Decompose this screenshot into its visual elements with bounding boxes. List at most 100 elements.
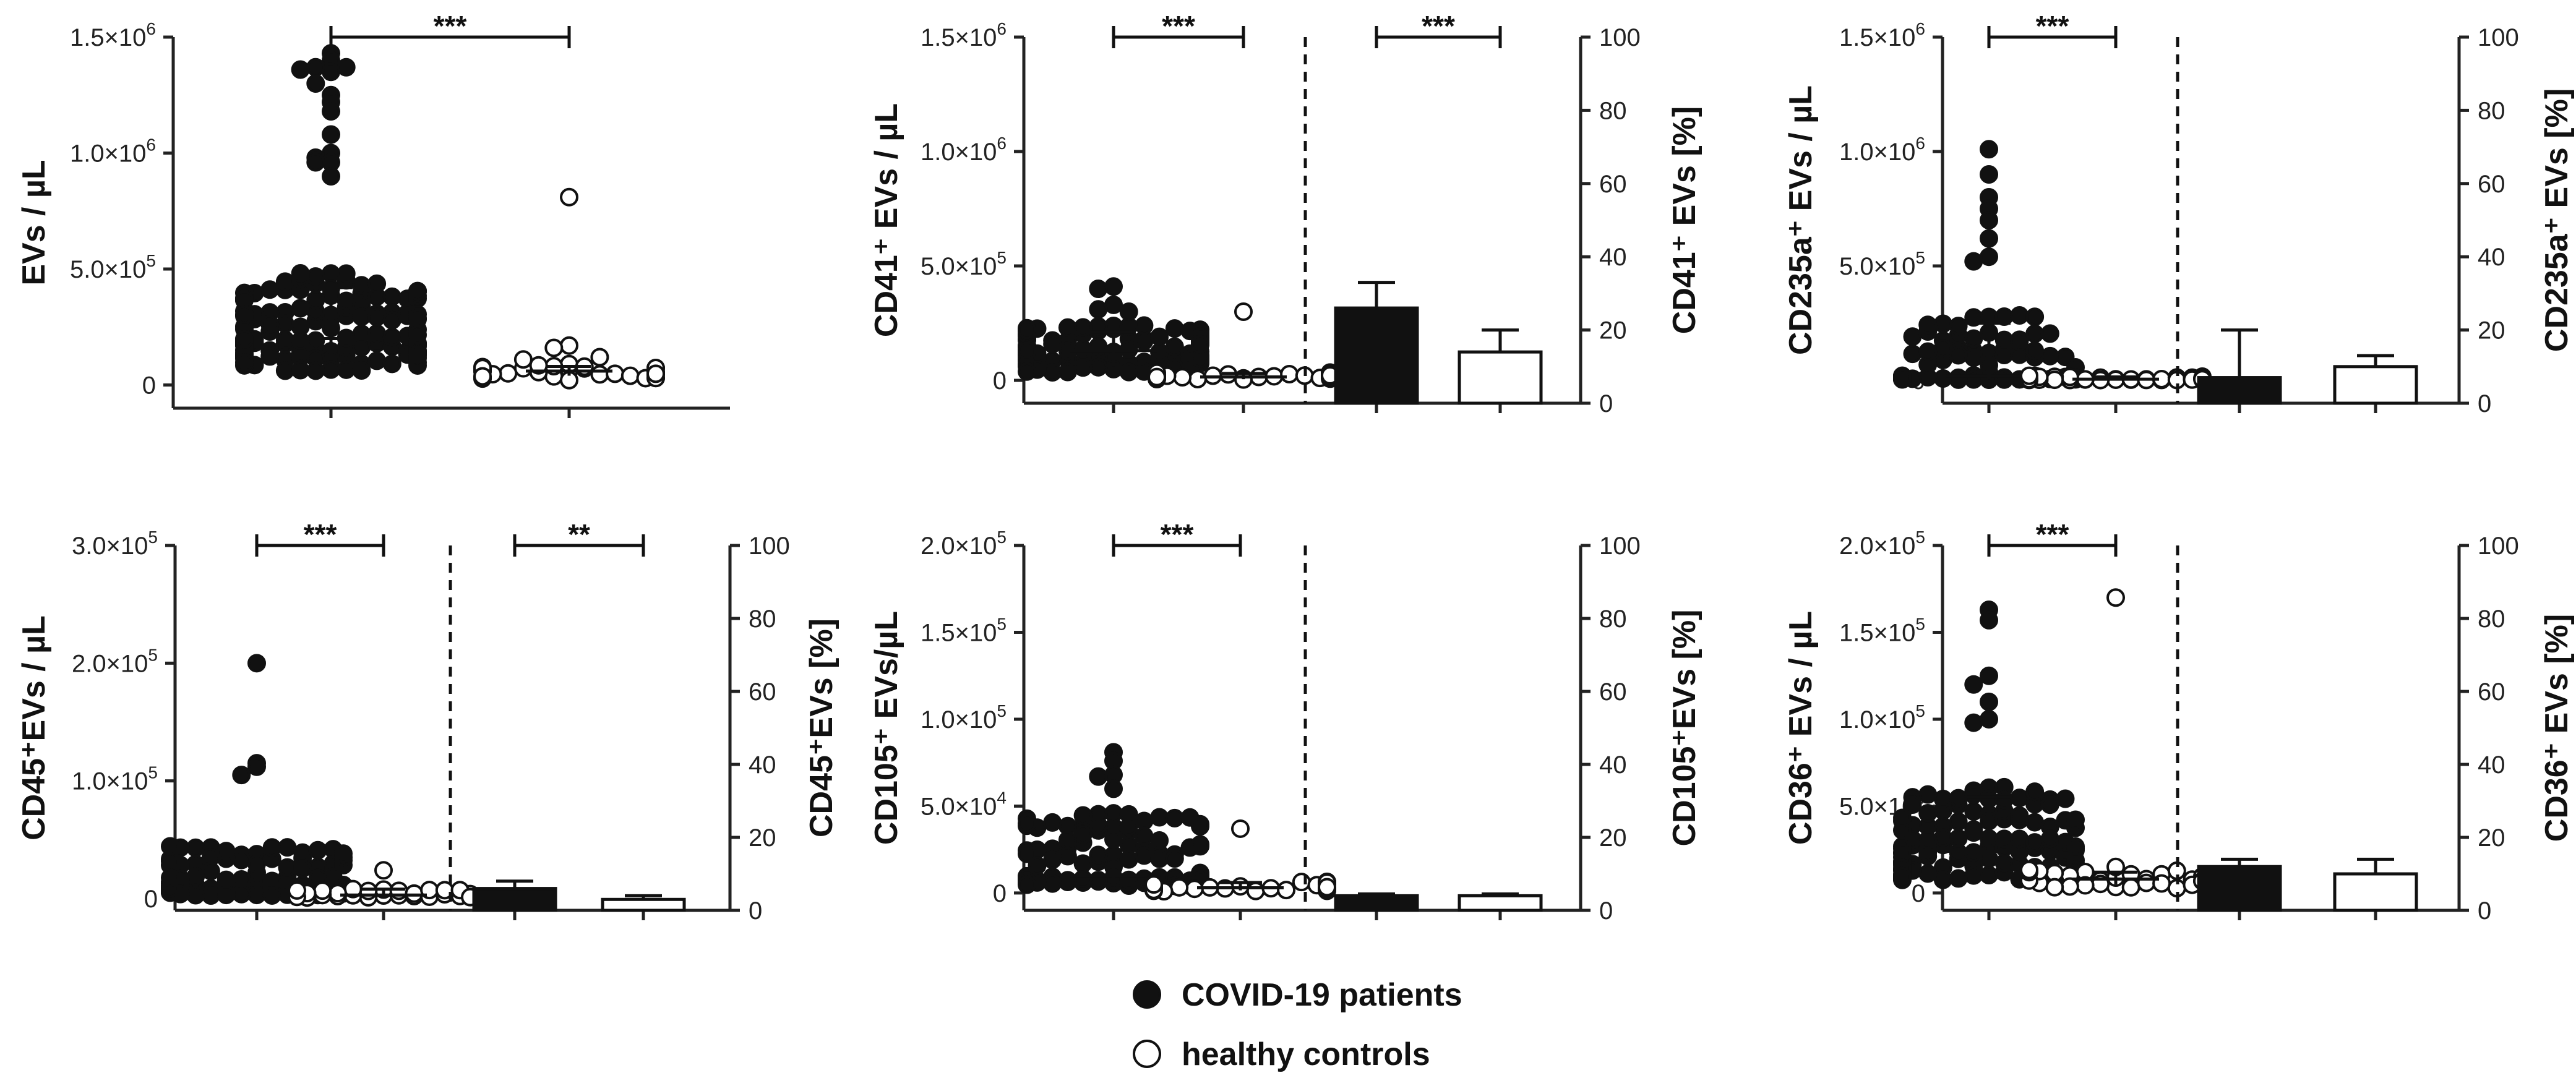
data-point <box>1980 140 1998 159</box>
bar-patients <box>2197 865 2282 912</box>
data-point <box>529 356 548 375</box>
data-point <box>2060 367 2079 387</box>
data-point <box>2010 829 2029 849</box>
data-point <box>308 840 327 860</box>
y-axis-label: CD235a⁺ EVs / µL <box>1783 85 1819 355</box>
series-patients <box>1018 277 1209 382</box>
data-point <box>291 60 310 79</box>
data-point <box>288 881 306 900</box>
y-tick-label: 5.0×105 <box>921 248 1007 280</box>
y2-axis-label: CD45⁺EVs [%] <box>804 618 839 837</box>
data-point <box>606 364 625 383</box>
significance-label: *** <box>1422 10 1455 42</box>
data-point <box>275 361 294 380</box>
data-point <box>291 317 310 336</box>
data-point <box>291 263 310 283</box>
series-patients <box>161 654 353 905</box>
significance-label: *** <box>304 518 337 550</box>
data-point <box>1165 337 1184 356</box>
bar-patients <box>2197 376 2282 405</box>
y-tick-label: 1.5×106 <box>1839 19 1925 51</box>
panel-cd41: 0 5.0×105 1.0×106 1.5×106 CD41⁺ EVs / µL *** *… <box>869 10 1702 417</box>
data-point <box>1191 814 1209 834</box>
data-point <box>1018 844 1036 863</box>
data-point <box>1980 692 1998 711</box>
y-tick-label: 1.0×106 <box>921 134 1007 166</box>
y2-tick-label: 100 <box>2478 24 2519 51</box>
y-axis-label: CD41⁺ EVs / µL <box>869 103 904 337</box>
data-point <box>1994 370 2014 389</box>
y2-tick-label: 100 <box>1599 532 1641 560</box>
data-point <box>1073 869 1093 888</box>
data-point <box>2066 837 2085 856</box>
data-point <box>1119 362 1138 382</box>
data-point <box>1964 785 1983 805</box>
data-point <box>306 331 325 350</box>
data-point <box>1980 247 1998 267</box>
data-point <box>1903 327 1922 346</box>
data-point <box>1073 318 1093 337</box>
data-point <box>513 350 533 369</box>
y2-tick-label: 80 <box>1599 97 1627 124</box>
data-point <box>620 366 640 385</box>
data-point <box>278 838 297 857</box>
data-point <box>291 299 310 318</box>
data-point <box>1903 344 1922 364</box>
data-point <box>1165 808 1184 827</box>
data-point <box>1903 795 1922 814</box>
legend-controls-label: healthy controls <box>1182 1037 1430 1072</box>
data-point <box>337 291 356 310</box>
data-point <box>1150 808 1169 827</box>
y2-tick-label: 60 <box>2478 678 2505 706</box>
data-point <box>337 264 356 283</box>
y-tick-label: 1.0×105 <box>921 701 1007 733</box>
y2-tick-label: 100 <box>1599 24 1641 51</box>
data-point <box>1980 211 1998 229</box>
data-point <box>322 125 340 144</box>
series-controls <box>2020 588 2212 898</box>
data-point <box>260 347 280 366</box>
data-point <box>1933 789 1952 808</box>
significance-label: *** <box>434 10 467 42</box>
bar-patients <box>1334 894 1419 912</box>
data-point <box>324 867 343 886</box>
data-point <box>260 315 280 334</box>
data-point <box>1165 319 1184 338</box>
bar-controls <box>1458 894 1543 912</box>
data-point <box>1018 875 1036 894</box>
data-point <box>1918 864 1938 883</box>
data-point <box>1018 320 1036 340</box>
legend-controls-marker <box>1133 1040 1161 1068</box>
data-point <box>1043 850 1062 870</box>
data-point <box>499 364 518 383</box>
data-point <box>1964 823 1983 842</box>
data-point <box>1994 790 2014 810</box>
data-point <box>1933 828 1952 847</box>
data-point <box>1994 829 2014 849</box>
significance-bracket: *** <box>1112 518 1242 557</box>
data-point <box>1949 789 1968 808</box>
data-point <box>2010 306 2029 325</box>
y-tick-label: 0 <box>993 880 1007 907</box>
data-point <box>2020 860 2038 879</box>
data-point <box>1918 804 1938 823</box>
data-point <box>1104 779 1123 798</box>
data-point <box>186 886 205 905</box>
data-point <box>201 886 220 905</box>
data-point <box>1018 362 1036 381</box>
data-point <box>1933 369 1952 388</box>
data-point <box>1043 363 1062 382</box>
data-point <box>2025 341 2045 361</box>
data-point <box>1964 348 1983 367</box>
data-point <box>646 364 665 383</box>
data-point <box>322 102 340 121</box>
data-point <box>293 859 312 878</box>
y-tick-label: 5.0×105 <box>1839 248 1925 280</box>
data-point <box>2040 795 2059 814</box>
data-point <box>352 361 371 380</box>
data-point <box>352 307 371 327</box>
data-point <box>1170 878 1189 897</box>
data-point <box>2056 789 2075 808</box>
y-tick-label: 0 <box>144 886 158 913</box>
